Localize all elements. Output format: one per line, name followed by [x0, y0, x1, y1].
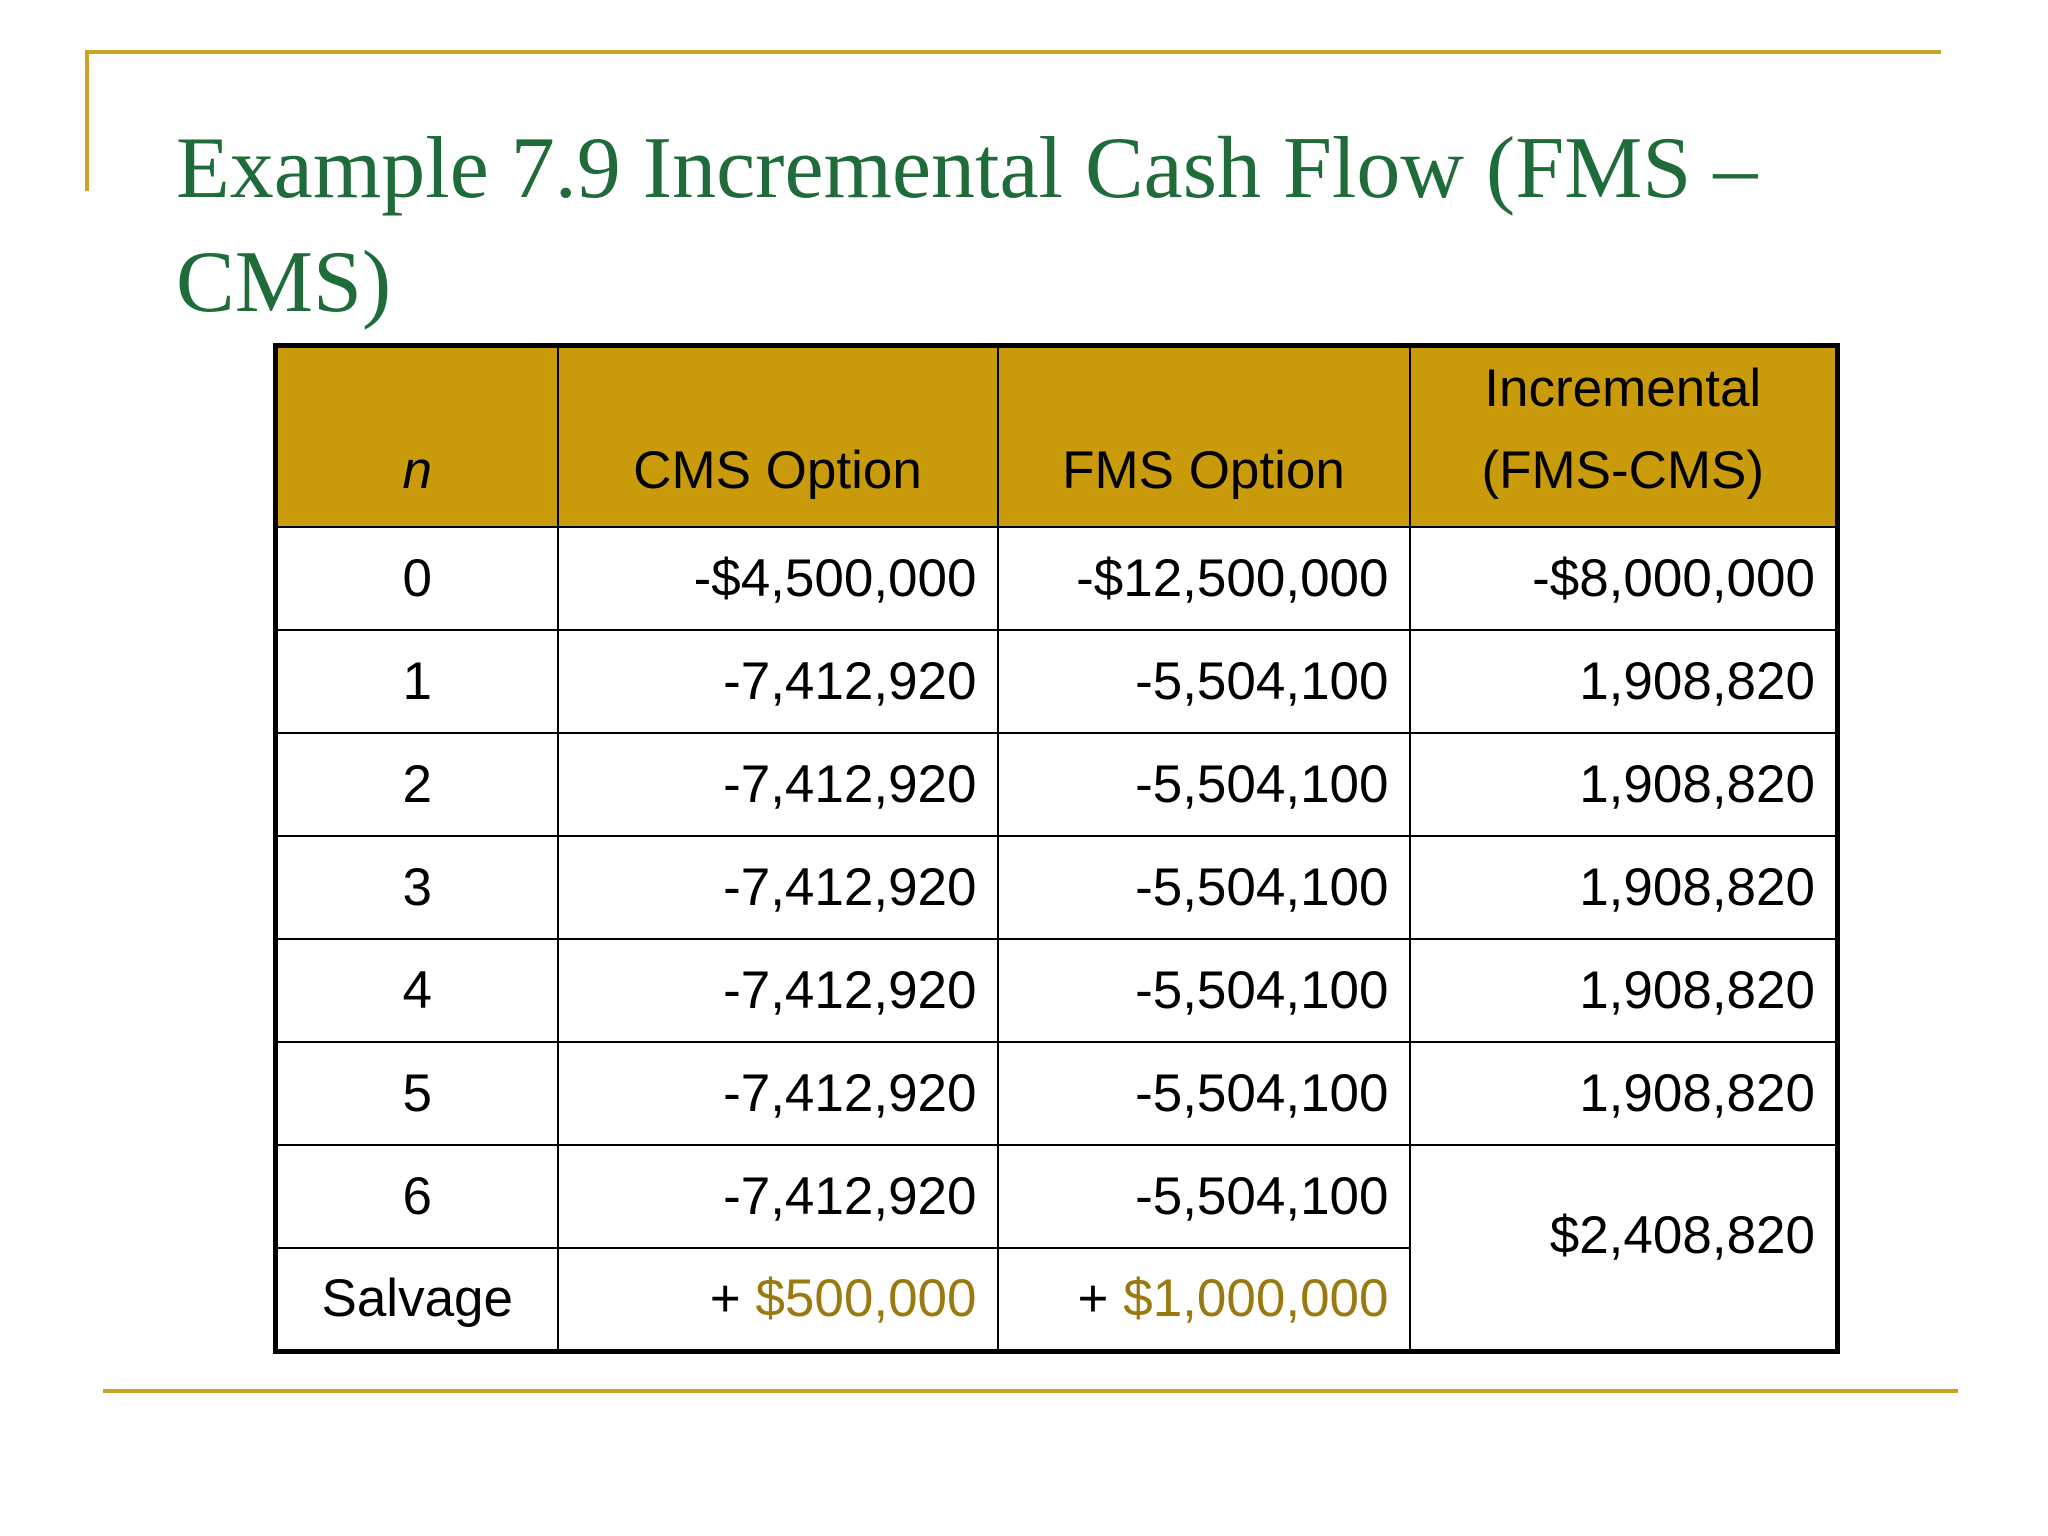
cell-incremental: 1,908,820 — [1408, 1041, 1839, 1146]
top-accent-line — [85, 50, 1941, 54]
header-cms-option: CMS Option — [556, 344, 999, 528]
cell-incremental: 1,908,820 — [1408, 938, 1839, 1043]
cell-cms: -7,412,920 — [556, 629, 999, 734]
fms-salvage-prefix: + — [1077, 1269, 1124, 1329]
cell-fms: -$12,500,000 — [996, 526, 1411, 631]
cell-fms: -5,504,100 — [996, 835, 1411, 940]
cell-incremental: 1,908,820 — [1408, 835, 1839, 940]
cell-n: 1 — [274, 629, 559, 734]
cell-cms: -7,412,920 — [556, 1041, 999, 1146]
slide-title: Example 7.9 Incremental Cash Flow (FMS –… — [176, 120, 1758, 331]
cell-cms: -7,412,920 — [556, 938, 999, 1043]
table-row-salvage: Salvage + $500,000 + $1,000,000 — [274, 1247, 1838, 1352]
bottom-accent-line — [103, 1389, 1958, 1393]
table-row: 4 -7,412,920 -5,504,100 1,908,820 — [274, 938, 1839, 1043]
table-row: 5 -7,412,920 -5,504,100 1,908,820 — [274, 1041, 1839, 1146]
cell-cms: -7,412,920 — [556, 835, 999, 940]
cell-incremental-combined: $2,408,820 — [1408, 1144, 1839, 1352]
header-n: n — [274, 344, 559, 528]
table-header-row: n CMS Option FMS Option Incremental (FMS… — [274, 344, 1839, 528]
table-row: 1 -7,412,920 -5,504,100 1,908,820 — [274, 629, 1839, 734]
header-incremental-line1: Incremental — [1484, 359, 1762, 418]
cell-n: 6 — [274, 1144, 559, 1249]
cell-n: 0 — [274, 526, 559, 631]
cell-cms: -7,412,920 — [556, 1144, 999, 1249]
left-accent-line — [85, 50, 89, 191]
cash-flow-table: n CMS Option FMS Option Incremental (FMS… — [273, 343, 1840, 1354]
table-row: 0 -$4,500,000 -$12,500,000 -$8,000,000 — [274, 526, 1839, 631]
cell-cms-salvage: + $500,000 — [556, 1247, 999, 1352]
cell-fms: -5,504,100 — [996, 629, 1411, 734]
cms-salvage-prefix: + — [709, 1269, 756, 1329]
cell-incremental: -$8,000,000 — [1408, 526, 1839, 631]
header-incremental-line2: (FMS-CMS) — [1481, 441, 1765, 500]
table-row: 3 -7,412,920 -5,504,100 1,908,820 — [274, 835, 1839, 940]
cell-fms-salvage: + $1,000,000 — [996, 1247, 1411, 1352]
header-incremental: Incremental (FMS-CMS) — [1408, 344, 1839, 528]
cell-fms: -5,504,100 — [996, 732, 1411, 837]
table-row: 2 -7,412,920 -5,504,100 1,908,820 — [274, 732, 1839, 837]
table-row: 6 -7,412,920 -5,504,100 $2,408,820 — [274, 1144, 1839, 1352]
cell-incremental: 1,908,820 — [1408, 732, 1839, 837]
cell-cms: -$4,500,000 — [556, 526, 999, 631]
fms-salvage-value: $1,000,000 — [1123, 1269, 1389, 1329]
cell-fms: -5,504,100 — [996, 1144, 1411, 1249]
cms-salvage-value: $500,000 — [755, 1269, 977, 1329]
cell-cms: -7,412,920 — [556, 732, 999, 837]
cell-n: 3 — [274, 835, 559, 940]
cell-incremental: 1,908,820 — [1408, 629, 1839, 734]
cash-flow-table-container: n CMS Option FMS Option Incremental (FMS… — [273, 343, 1840, 1354]
cell-n: 4 — [274, 938, 559, 1043]
header-fms-option: FMS Option — [996, 344, 1411, 528]
cell-fms: -5,504,100 — [996, 1041, 1411, 1146]
cell-fms: -5,504,100 — [996, 938, 1411, 1043]
cell-salvage-label: Salvage — [274, 1247, 559, 1352]
cell-n: 5 — [274, 1041, 559, 1146]
cell-n: 2 — [274, 732, 559, 837]
